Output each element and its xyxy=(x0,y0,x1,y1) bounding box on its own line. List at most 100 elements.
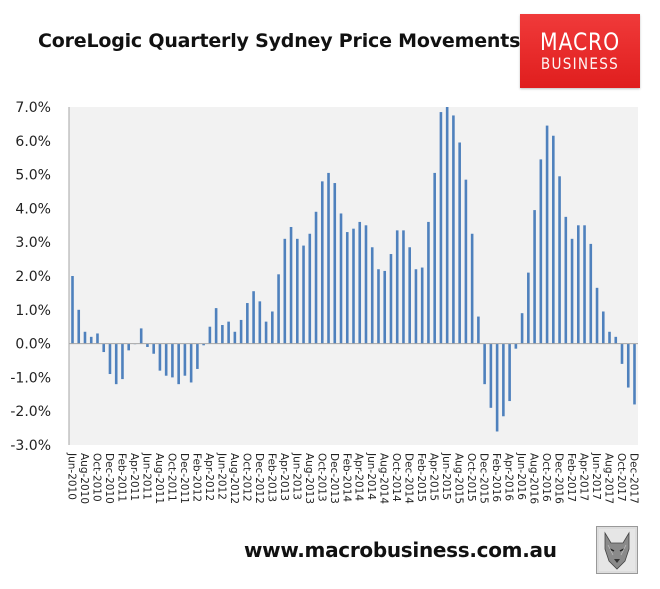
bar xyxy=(320,181,324,344)
bar xyxy=(502,343,505,417)
x-tick-label: Aug-2010 xyxy=(78,453,90,504)
x-tick-label: Apr-2011 xyxy=(128,453,140,501)
bar xyxy=(127,343,130,351)
bar xyxy=(614,336,618,344)
bar xyxy=(208,326,212,344)
x-tick-label: Aug-2015 xyxy=(453,453,465,504)
y-tick-label: 7.0% xyxy=(15,100,51,116)
bar xyxy=(177,343,180,385)
x-tick-label: Jun-2017 xyxy=(590,452,602,500)
x-tick-label: Dec-2010 xyxy=(103,453,115,504)
bar xyxy=(577,225,580,344)
bar xyxy=(495,343,499,432)
bar xyxy=(383,270,387,344)
bar xyxy=(108,343,112,375)
x-tick-label: Feb-2011 xyxy=(115,453,127,502)
bar xyxy=(626,343,630,388)
bar xyxy=(296,238,299,344)
x-tick-label: Jun-2011 xyxy=(140,452,152,500)
x-tick-label: Apr-2015 xyxy=(428,453,440,501)
bar xyxy=(414,269,418,344)
bar xyxy=(514,343,518,349)
x-tick-label: Feb-2014 xyxy=(340,453,352,502)
x-tick-label: Aug-2012 xyxy=(228,453,240,504)
bar xyxy=(96,333,99,344)
logo-line-business: BUSINESS xyxy=(540,54,620,73)
x-tick-label: Feb-2012 xyxy=(190,453,202,502)
bar xyxy=(214,308,218,344)
y-tick-label: -1.0% xyxy=(10,370,51,386)
bar xyxy=(608,331,611,344)
x-tick-label: Apr-2014 xyxy=(353,453,365,501)
x-tick-label: Apr-2012 xyxy=(203,453,215,501)
bar xyxy=(589,243,593,344)
bar xyxy=(239,319,243,344)
x-tick-label: Apr-2016 xyxy=(503,453,515,501)
bar xyxy=(408,247,411,344)
bar xyxy=(358,221,362,344)
bar xyxy=(196,343,199,369)
y-tick-label: 5.0% xyxy=(15,168,51,184)
x-tick-label: Jun-2012 xyxy=(215,452,227,500)
bar xyxy=(77,309,81,344)
bar xyxy=(489,343,493,408)
bar xyxy=(289,226,293,344)
bar xyxy=(439,112,443,344)
bar xyxy=(477,316,480,344)
bar xyxy=(333,183,337,344)
bar xyxy=(121,343,124,380)
bar xyxy=(470,233,474,344)
bar xyxy=(458,142,461,344)
bar xyxy=(114,343,118,385)
bar xyxy=(139,328,143,344)
bar xyxy=(620,343,624,364)
y-tick-label: -3.0% xyxy=(10,438,51,454)
bar-series xyxy=(71,107,636,432)
bar xyxy=(595,287,599,344)
footer-url: www.macrobusiness.com.au xyxy=(244,538,557,562)
bar xyxy=(171,343,174,378)
bar xyxy=(345,232,349,344)
x-tick-label: Aug-2017 xyxy=(603,453,615,504)
x-tick-label: Oct-2010 xyxy=(90,453,102,502)
bar xyxy=(377,269,380,344)
x-tick-label: Oct-2012 xyxy=(240,453,252,502)
x-tick-label: Oct-2015 xyxy=(465,453,477,502)
bar xyxy=(352,228,355,344)
bar xyxy=(102,343,106,353)
bar xyxy=(146,343,149,347)
bar xyxy=(152,343,155,354)
logo-line-macro: MACRO xyxy=(540,28,620,56)
bar xyxy=(402,230,405,344)
x-tick-label: Feb-2015 xyxy=(415,453,427,502)
y-tick-label: 1.0% xyxy=(15,303,51,319)
x-tick-label: Dec-2016 xyxy=(553,453,565,504)
bar xyxy=(633,343,636,405)
bar xyxy=(164,343,168,376)
x-tick-label: Feb-2017 xyxy=(565,453,577,502)
bar-chart: 7.0% 6.0% 5.0% 4.0% 3.0% 2.0% 1.0% 0.0% -1.0% -2.… xyxy=(10,100,639,504)
x-tick-label: Apr-2013 xyxy=(278,453,290,501)
bar xyxy=(583,225,586,344)
bar xyxy=(558,176,561,344)
bar xyxy=(83,331,87,344)
x-tick-label: Dec-2015 xyxy=(478,453,490,504)
bar xyxy=(545,125,549,344)
x-tick-label: Feb-2016 xyxy=(490,453,502,502)
wolf-head-icon xyxy=(596,526,638,574)
bar xyxy=(601,311,605,344)
bar xyxy=(233,331,237,344)
bar xyxy=(308,233,312,344)
bar xyxy=(189,343,193,383)
bar xyxy=(327,172,330,344)
y-tick-label: 6.0% xyxy=(15,134,51,150)
bar xyxy=(183,343,187,376)
x-tick-label: Feb-2013 xyxy=(265,453,277,502)
bar xyxy=(227,321,230,344)
y-tick-label: 2.0% xyxy=(15,269,51,285)
bar xyxy=(246,303,249,344)
x-tick-label: Dec-2014 xyxy=(403,453,415,504)
x-tick-label: Jun-2014 xyxy=(365,452,377,500)
x-tick-label: Apr-2017 xyxy=(578,453,590,501)
x-tick-label: Dec-2012 xyxy=(253,453,265,504)
